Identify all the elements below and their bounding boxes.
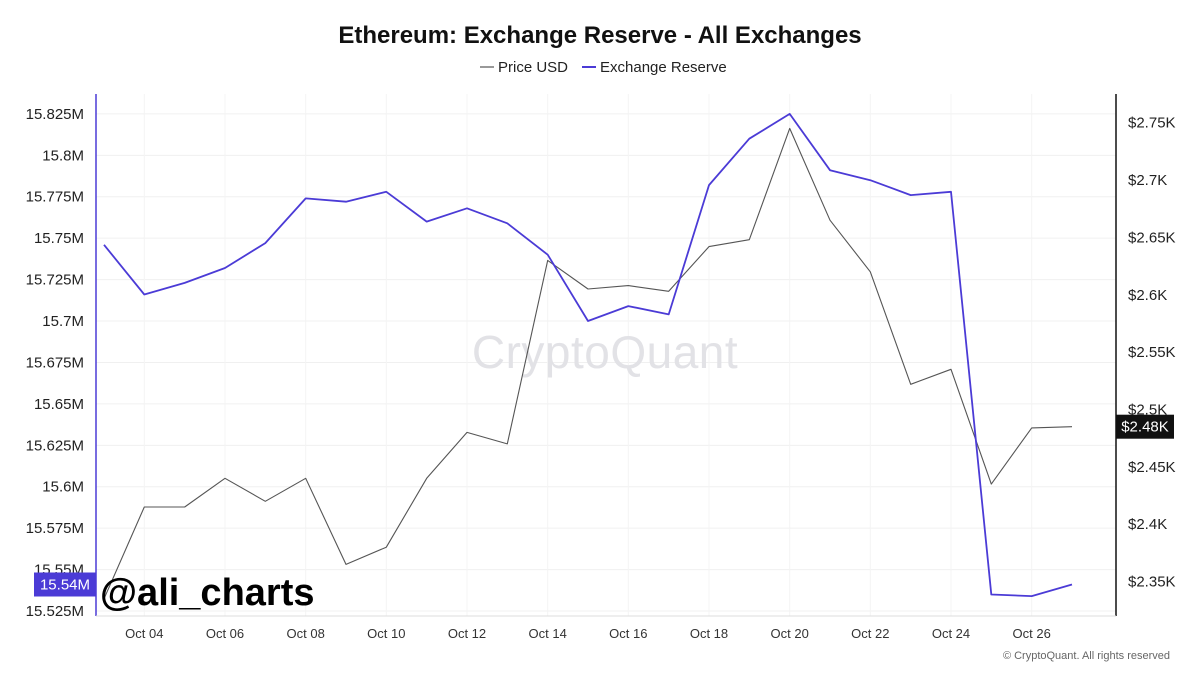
- x-tick-label: Oct 08: [287, 626, 325, 641]
- legend-price-label: Price USD: [498, 59, 568, 76]
- left-tick-label: 15.825M: [26, 106, 84, 123]
- right-tick-label: $2.55K: [1128, 344, 1176, 361]
- right-tick-label: $2.5K: [1128, 401, 1167, 418]
- right-tick-label: $2.65K: [1128, 229, 1176, 246]
- x-tick-label: Oct 12: [448, 626, 486, 641]
- left-axis-ticks: 15.825M 15.8M 15.775M 15.75M 15.725M 15.7M 15.…: [26, 106, 84, 620]
- left-tick-label: 15.725M: [26, 272, 84, 289]
- x-axis-ticks: Oct 04 Oct 06 Oct 08 Oct 10 Oct 12 Oct 14 Oct …: [125, 626, 1051, 641]
- right-axis-ticks: $2.75K $2.7K $2.65K $2.6K $2.55K $2.5K $2.45K $…: [1128, 115, 1176, 591]
- x-tick-label: Oct 06: [206, 626, 244, 641]
- legend: Price USD Exchange Reserve: [480, 59, 727, 76]
- current-reserve-badge: 15.54M: [34, 572, 96, 597]
- left-tick-label: 15.625M: [26, 437, 84, 454]
- left-tick-label: 15.8M: [42, 147, 84, 164]
- right-tick-label: $2.45K: [1128, 459, 1176, 476]
- x-tick-label: Oct 04: [125, 626, 163, 641]
- x-tick-label: Oct 24: [932, 626, 970, 641]
- left-tick-label: 15.775M: [26, 189, 84, 206]
- current-price-badge-label: $2.48K: [1121, 419, 1169, 436]
- x-tick-label: Oct 26: [1013, 626, 1051, 641]
- x-tick-label: Oct 14: [529, 626, 567, 641]
- author-handle: @ali_charts: [100, 572, 315, 614]
- current-price-badge-bg: [1116, 414, 1174, 439]
- series-layer: [103, 113, 1073, 600]
- current-price-badge: $2.48K: [1116, 414, 1174, 439]
- right-tick-label: $2.35K: [1128, 574, 1176, 591]
- exchange-reserve-line: [103, 113, 1073, 597]
- left-tick-label: 15.675M: [26, 354, 84, 371]
- axes: [95, 94, 1117, 617]
- price-usd-line: [103, 127, 1073, 600]
- x-tick-label: Oct 20: [771, 626, 809, 641]
- current-reserve-badge-label: 15.54M: [40, 577, 90, 594]
- right-tick-label: $2.7K: [1128, 172, 1167, 189]
- right-tick-label: $2.6K: [1128, 287, 1167, 304]
- x-tick-label: Oct 10: [367, 626, 405, 641]
- right-tick-label: $2.4K: [1128, 516, 1167, 533]
- left-tick-label: 15.7M: [42, 313, 84, 330]
- watermark: CryptoQuant: [472, 326, 738, 378]
- x-tick-label: Oct 22: [851, 626, 889, 641]
- right-tick-label: $2.75K: [1128, 115, 1176, 132]
- copyright: © CryptoQuant. All rights reserved: [1003, 650, 1170, 662]
- left-tick-label: 15.6M: [42, 479, 84, 496]
- left-tick-label: 15.575M: [26, 520, 84, 537]
- grid: [96, 94, 1116, 616]
- left-tick-label: 15.75M: [34, 230, 84, 247]
- current-reserve-badge-bg: [34, 572, 96, 597]
- legend-reserve-label: Exchange Reserve: [600, 59, 727, 76]
- left-tick-label: 15.65M: [34, 396, 84, 413]
- x-tick-label: Oct 18: [690, 626, 728, 641]
- left-tick-label: 15.525M: [26, 603, 84, 620]
- x-tick-label: Oct 16: [609, 626, 647, 641]
- chart-title: Ethereum: Exchange Reserve - All Exchang…: [338, 22, 861, 49]
